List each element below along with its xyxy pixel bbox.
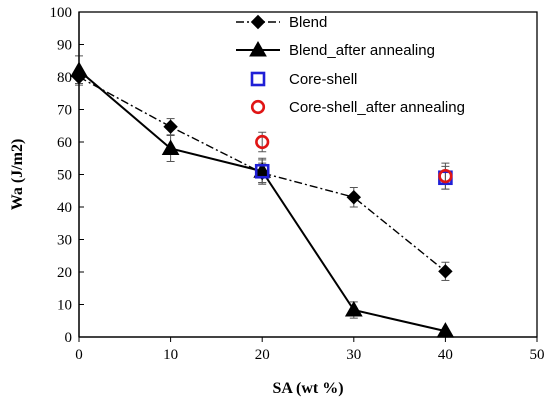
data-point [163,119,178,134]
error-bar [441,162,450,190]
data-point [255,134,270,150]
y-tick-label: 30 [57,233,72,249]
y-tick-label: 10 [57,298,72,314]
error-bars [75,55,450,319]
legend: Blend Blend_after annealing Core-shell Core… [236,14,465,116]
data-point [346,190,362,205]
y-tick-label: 20 [57,265,72,281]
legend-label: Core-shell [289,71,357,88]
legend-marker [250,99,266,115]
legend-marker [249,40,267,57]
plot-border [78,11,538,338]
y-tick-label: 50 [57,168,72,184]
y-tick-label: 80 [57,70,72,86]
legend-item: Core-shell_after annealing [250,99,465,116]
plot-area [78,11,538,338]
y-tick-label: 100 [50,5,73,21]
axes [78,12,537,338]
legend-item: Blend [236,14,327,31]
data-point [438,264,453,279]
legend-item: Core-shell [250,71,357,88]
legend-marker [250,71,266,87]
legend-label: Blend_after annealing [289,42,435,59]
x-tick-label: 10 [163,347,178,363]
legend-label: Blend [289,14,327,31]
data-point [254,163,270,179]
x-tick-label: 40 [438,347,453,363]
x-axis-title: SA (wt %) [272,380,343,397]
x-tick-label: 20 [255,347,270,363]
x-tick-label: 50 [530,347,545,363]
y-tick-label: 60 [57,135,72,151]
y-tick-label: 0 [65,330,73,346]
y-tick-label: 70 [57,103,72,119]
data-point [344,301,363,317]
x-tick-label: 0 [75,347,83,363]
data-point [161,139,180,155]
legend-marker [250,14,266,30]
y-axis-title: Wa (J/m2) [9,139,26,211]
data-point [438,169,453,184]
series-line [78,76,446,272]
legend-item: Blend_after annealing [236,40,435,59]
y-tick-label: 90 [57,38,72,54]
ticks: 0 10 20 30 40 50 60 70 80 90 100 0 10 20 30 40 50 [50,5,545,363]
y-tick-label: 40 [57,200,72,216]
x-tick-label: 30 [346,347,361,363]
legend-label: Core-shell_after annealing [289,99,465,116]
